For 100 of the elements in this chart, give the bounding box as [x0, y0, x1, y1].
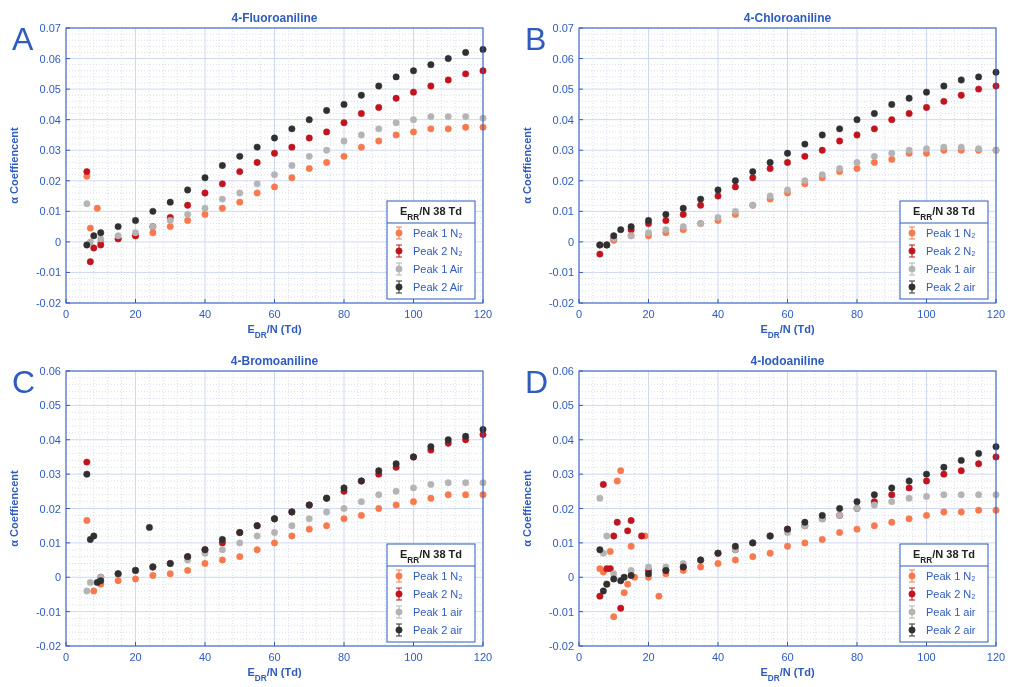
y-tick-label: -0.02 — [35, 640, 61, 652]
legend-label: Peak 1 Air — [413, 263, 464, 275]
y-axis-title: α Coeffiencent — [521, 469, 533, 547]
y-tick-label: 0.06 — [552, 52, 574, 65]
y-tick-label: 0.04 — [39, 433, 61, 446]
x-tick-label: 80 — [337, 308, 351, 320]
legend-label: Peak 2 N₂ — [413, 588, 463, 600]
x-tick-label: 0 — [62, 651, 70, 663]
text: D — [525, 364, 549, 400]
legend-label: Peak 2 N₂ — [926, 245, 976, 257]
chart-title: 4-Iodoaniline — [750, 354, 825, 368]
y-tick-label: 0.07 — [552, 22, 574, 34]
x-tick-label: 40 — [711, 651, 725, 663]
y-tick-label: -0.02 — [35, 297, 61, 309]
x-tick-label: 20 — [129, 651, 142, 663]
y-tick-label: 0.03 — [39, 468, 61, 481]
legend-label: Peak 1 N₂ — [926, 227, 976, 239]
y-tick-label: 0.07 — [39, 22, 61, 34]
x-tick-label: 100 — [404, 308, 423, 320]
x-axis-title: E$_{DR}$/N (Td) — [760, 666, 815, 683]
y-tick-label: 0 — [567, 235, 574, 248]
x-tick-label: 80 — [850, 308, 864, 320]
x-tick-label: 20 — [129, 308, 142, 320]
legend-label: Peak 2 Air — [413, 281, 464, 293]
y-tick-label: 0.03 — [552, 468, 574, 481]
legend-label: Peak 1 N₂ — [413, 570, 463, 582]
x-tick-label: 100 — [404, 651, 423, 663]
y-tick-label: 0.06 — [552, 365, 574, 377]
y-axis-title: α Coeffiencent — [521, 126, 533, 204]
y-tick-label: 0.05 — [39, 399, 61, 412]
y-axis-title: α Coeffiencent — [8, 126, 20, 204]
x-tick-label: 120 — [473, 308, 493, 320]
x-tick-label: 100 — [917, 308, 936, 320]
x-tick-label: 0 — [575, 308, 583, 320]
y-tick-label: 0.01 — [39, 536, 61, 549]
x-axis-title: E$_{DR}$/N (Td) — [760, 323, 815, 340]
y-tick-label: -0.01 — [548, 605, 574, 618]
x-tick-label: 20 — [642, 308, 655, 320]
legend-label: Peak 1 air — [926, 263, 976, 275]
legend-title: E$_{RR}$/N 38 Td — [912, 205, 976, 222]
y-tick-label: 0 — [54, 571, 61, 584]
legend-label: Peak 1 N₂ — [926, 570, 976, 582]
legend-label: Peak 2 N₂ — [413, 245, 463, 257]
legend-title: E$_{RR}$/N 38 Td — [912, 548, 976, 565]
y-tick-label: 0.01 — [39, 205, 61, 218]
y-tick-label: 0.06 — [39, 365, 61, 377]
y-tick-label: 0.01 — [552, 205, 574, 218]
legend-label: Peak 1 N₂ — [413, 227, 463, 239]
legend-label: Peak 1 air — [413, 606, 463, 618]
x-tick-label: 40 — [198, 651, 212, 663]
x-tick-label: 80 — [850, 651, 864, 663]
y-tick-label: 0.03 — [552, 144, 574, 157]
x-axis-title: E$_{DR}$/N (Td) — [247, 666, 302, 683]
y-tick-label: -0.01 — [35, 605, 61, 618]
x-tick-label: 20 — [642, 651, 655, 663]
y-tick-label: 0.03 — [39, 144, 61, 157]
chart-title: 4-Chloroaniline — [743, 11, 832, 25]
y-tick-label: 0.02 — [39, 502, 61, 515]
legend-label: Peak 1 air — [926, 606, 976, 618]
legend-title: E$_{RR}$/N 38 Td — [399, 548, 463, 565]
text: C — [12, 364, 36, 400]
y-tick-label: 0 — [567, 571, 574, 584]
x-tick-label: 80 — [337, 651, 351, 663]
chart-title: 4-Bromoaniline — [230, 354, 319, 368]
x-tick-label: 60 — [781, 651, 794, 663]
y-tick-label: 0.01 — [552, 536, 574, 549]
x-tick-label: 40 — [711, 308, 725, 320]
x-tick-label: 100 — [917, 651, 936, 663]
y-tick-label: 0.04 — [552, 113, 574, 126]
x-tick-label: 120 — [986, 308, 1006, 320]
y-tick-label: -0.01 — [548, 266, 574, 279]
y-tick-label: -0.01 — [35, 266, 61, 279]
y-tick-label: 0.05 — [552, 399, 574, 412]
legend-title: E$_{RR}$/N 38 Td — [399, 205, 463, 222]
legend-label: Peak 2 air — [926, 624, 976, 636]
y-tick-label: 0.05 — [39, 83, 61, 96]
y-tick-label: 0.06 — [39, 52, 61, 65]
y-tick-label: 0.04 — [39, 113, 61, 126]
y-tick-label: 0.02 — [552, 502, 574, 515]
legend-label: Peak 2 air — [413, 624, 463, 636]
x-tick-label: 0 — [575, 651, 583, 663]
y-tick-label: -0.02 — [548, 640, 574, 652]
y-tick-label: 0.02 — [552, 174, 574, 187]
x-tick-label: 120 — [473, 651, 493, 663]
x-axis-title: E$_{DR}$/N (Td) — [247, 323, 302, 340]
chart-title: 4-Fluoroaniline — [231, 11, 318, 25]
legend-label: Peak 2 N₂ — [926, 588, 976, 600]
text: B — [525, 21, 547, 57]
legend-label: Peak 2 air — [926, 281, 976, 293]
y-tick-label: 0.04 — [552, 433, 574, 446]
x-tick-label: 60 — [268, 651, 281, 663]
x-tick-label: 0 — [62, 308, 70, 320]
y-tick-label: -0.02 — [548, 297, 574, 309]
x-tick-label: 60 — [781, 308, 794, 320]
y-tick-label: 0.05 — [552, 83, 574, 96]
y-tick-label: 0 — [54, 235, 61, 248]
x-tick-label: 40 — [198, 308, 212, 320]
x-tick-label: 120 — [986, 651, 1006, 663]
x-tick-label: 60 — [268, 308, 281, 320]
text: A — [12, 21, 34, 57]
